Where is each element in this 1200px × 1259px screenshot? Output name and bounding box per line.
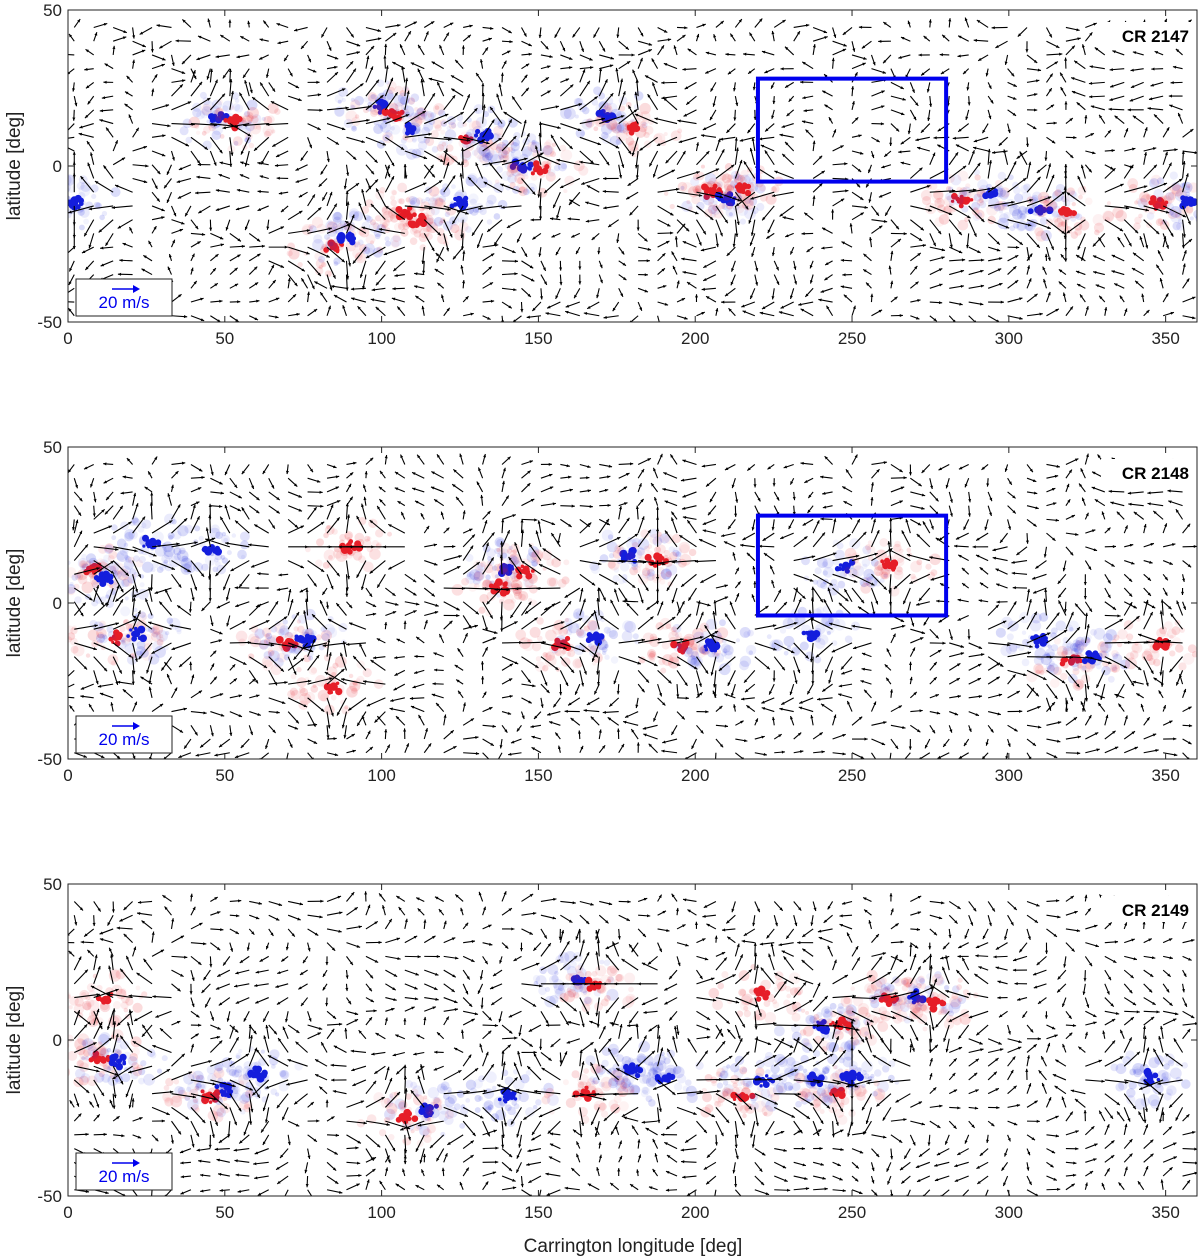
magnetic-region-pos: [1026, 185, 1115, 242]
magnetic-region-neg: [89, 606, 183, 665]
magnetic-region-pos: [287, 655, 384, 715]
rotation-label: CR 2148: [1122, 464, 1189, 483]
y-tick-label: 50: [43, 438, 62, 457]
scale-label: 20 m/s: [98, 730, 149, 749]
magnetic-region-neg: [551, 608, 640, 664]
x-tick-label: 150: [524, 329, 552, 348]
magnetic-region-pos: [286, 216, 384, 277]
magnetic-region-neg: [945, 169, 1042, 223]
magnetic-region-neg: [161, 524, 250, 575]
velocity-vectors: [68, 891, 1197, 1196]
y-tick-label: 0: [53, 1031, 62, 1050]
magnetic-region-pos: [663, 162, 759, 219]
magnetic-region-neg: [254, 608, 348, 668]
magnetic-region-neg: [801, 538, 892, 596]
x-tick-label: 50: [215, 1203, 234, 1222]
magnetic-region-pos: [607, 529, 697, 587]
magnetic-region-neg: [74, 1032, 168, 1086]
y-tick-label: 0: [53, 594, 62, 613]
magnetic-region-pos: [369, 197, 469, 251]
y-tick-label: 0: [53, 157, 62, 176]
magnetic-region-neg: [408, 173, 508, 233]
magnetic-region-pos: [794, 1065, 886, 1125]
scale-label: 20 m/s: [98, 293, 149, 312]
rotation-label: CR 2149: [1122, 901, 1189, 920]
magnetic-region-neg: [1137, 171, 1197, 231]
plot-area: [68, 891, 1197, 1196]
velocity-vectors: [68, 17, 1197, 322]
y-tick-label: 50: [43, 1, 62, 20]
y-axis-label: latitude [deg]: [4, 549, 25, 658]
highlight-box: [755, 513, 949, 618]
magnetic-region-neg: [104, 513, 194, 573]
x-tick-label: 200: [681, 329, 709, 348]
magnetic-region-neg: [672, 618, 757, 676]
rotation-label: CR 2147: [1122, 27, 1189, 46]
plot-frame: [67, 446, 1198, 760]
y-axis-label: latitude [deg]: [4, 112, 25, 221]
y-tick-label: -50: [37, 750, 62, 769]
highlight-box: [755, 76, 949, 184]
x-tick-label: 150: [524, 766, 552, 785]
scale-legend: 20 m/s: [75, 1152, 173, 1191]
magnetic-region-pos: [920, 170, 1011, 231]
y-tick-label: -50: [37, 1187, 62, 1206]
x-tick-label: 250: [838, 329, 866, 348]
x-tick-label: 50: [215, 329, 234, 348]
magnetic-region-neg: [376, 97, 457, 160]
x-tick-label: 200: [681, 766, 709, 785]
magnetic-region-neg: [589, 528, 682, 585]
x-tick-label: 50: [215, 766, 234, 785]
magnetic-region-pos: [884, 973, 979, 1032]
plot-area: [68, 453, 1197, 759]
scale-label: 20 m/s: [98, 1167, 149, 1186]
x-tick-label: 300: [995, 1203, 1023, 1222]
x-tick-label: 350: [1151, 1203, 1179, 1222]
scale-legend: 20 m/s: [75, 278, 173, 317]
magnetic-region-pos: [425, 118, 515, 168]
x-tick-label: 0: [63, 329, 72, 348]
magnetic-region-neg: [560, 86, 648, 147]
magnetic-region-pos: [708, 964, 803, 1024]
magnetic-region-pos: [1112, 616, 1197, 671]
x-tick-label: 0: [63, 1203, 72, 1222]
x-tick-label: 250: [838, 1203, 866, 1222]
x-tick-label: 350: [1151, 329, 1179, 348]
x-tick-label: 200: [681, 1203, 709, 1222]
magnetic-region-neg: [613, 1049, 704, 1107]
plot-area: [68, 17, 1197, 322]
magnetic-region-neg: [68, 550, 154, 608]
magnetic-region-neg: [384, 1080, 471, 1137]
x-tick-label: 350: [1151, 766, 1179, 785]
x-tick-label: 100: [367, 766, 395, 785]
x-axis-label: Carrington longitude [deg]: [524, 1236, 743, 1257]
y-tick-label: 50: [43, 875, 62, 894]
velocity-vectors: [68, 453, 1197, 759]
magnetic-region-pos: [585, 101, 683, 158]
x-tick-label: 150: [524, 1203, 552, 1222]
y-tick-label: -50: [37, 313, 62, 332]
x-tick-label: 300: [995, 766, 1023, 785]
x-tick-label: 300: [995, 329, 1023, 348]
magnetic-region-pos: [693, 165, 784, 214]
magnetic-region-pos: [68, 612, 165, 666]
x-tick-label: 0: [63, 766, 72, 785]
x-tick-label: 100: [367, 329, 395, 348]
magnetic-region-neg: [997, 183, 1083, 242]
y-axis-label: latitude [deg]: [4, 986, 25, 1095]
magnetic-region-pos: [188, 99, 281, 153]
x-tick-label: 250: [838, 766, 866, 785]
scale-legend: 20 m/s: [75, 715, 173, 754]
x-tick-label: 100: [367, 1203, 395, 1222]
